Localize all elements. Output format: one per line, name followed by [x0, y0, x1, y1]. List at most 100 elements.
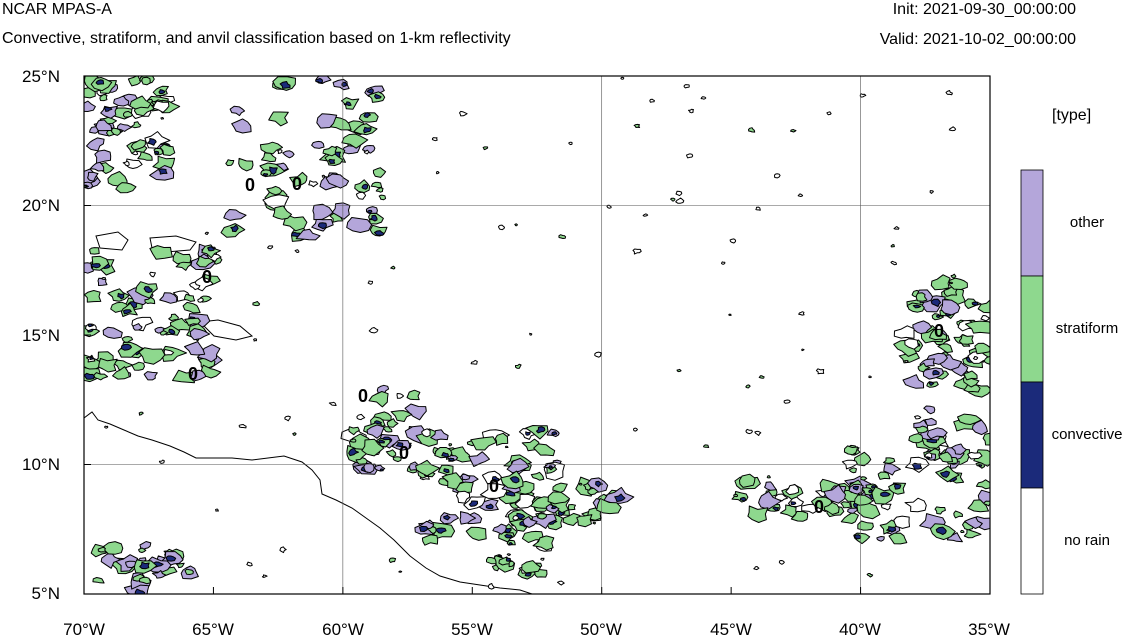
precip-cell: [506, 457, 530, 474]
precip-cell: [87, 171, 99, 182]
contour-label: 0: [292, 174, 302, 194]
precip-cell: [455, 490, 471, 504]
precip-cell: [282, 214, 308, 232]
precip-cell: [382, 426, 393, 433]
precip-cell: [361, 183, 369, 190]
precip-cell: [366, 424, 385, 439]
precip-cell: [229, 105, 246, 117]
precip-cell: [94, 149, 112, 164]
precip-cell: [95, 79, 105, 85]
precip-cells: [84, 76, 990, 594]
precip-cell: [459, 110, 468, 117]
precip-cell: [620, 76, 625, 80]
precip-cell: [231, 118, 252, 134]
precip-cell: [115, 182, 137, 194]
precip-cell: [498, 554, 502, 558]
precip-cell: [562, 512, 582, 526]
precip-cell: [551, 505, 557, 510]
precip-cell: [521, 560, 541, 574]
precip-cell: [764, 481, 777, 491]
precip-cell: [935, 314, 941, 318]
precip-cell: [529, 332, 533, 336]
precip-cell: [154, 150, 160, 155]
precip-cell: [547, 465, 554, 469]
precip-cell: [348, 447, 360, 457]
precip-cell: [282, 150, 295, 159]
legend-label-stratiform: stratiform: [1055, 320, 1119, 337]
precip-cell: [928, 381, 935, 386]
precip-cell: [504, 445, 509, 449]
precip-cell: [914, 415, 922, 420]
precip-cell: [84, 100, 96, 112]
precip-cell: [758, 375, 765, 379]
precip-cell: [975, 479, 990, 490]
precip-cell: [168, 328, 176, 335]
legend-title: [type]: [1052, 107, 1092, 124]
precip-cell: [904, 497, 927, 513]
precip-cell: [688, 108, 694, 114]
precip-cell: [675, 190, 683, 197]
precip-cell: [801, 348, 805, 352]
precip-cell: [169, 317, 193, 331]
precip-cell: [852, 485, 859, 491]
precip-cell: [252, 301, 261, 307]
precip-cell: [435, 171, 440, 175]
precip-cell: [487, 583, 495, 590]
precip-cell: [201, 244, 221, 259]
precip-cell: [147, 138, 157, 146]
precip-cell: [238, 157, 254, 172]
precip-cell: [974, 342, 990, 355]
precip-cell: [866, 573, 874, 578]
precip-cell: [102, 326, 123, 339]
precip-cell: [530, 471, 545, 481]
precip-cell: [378, 439, 385, 444]
precip-cell: [419, 525, 429, 532]
precip-cell: [143, 371, 158, 381]
precip-cell: [728, 313, 732, 316]
precip-cell: [375, 187, 384, 193]
precip-cell: [197, 297, 204, 303]
precip-cell: [215, 508, 219, 512]
precip-cell: [614, 493, 626, 502]
precip-cell: [448, 457, 455, 462]
precip-cell: [633, 123, 641, 128]
precip-cell: [492, 523, 507, 535]
precip-cell: [509, 476, 520, 484]
precip-cell: [388, 557, 397, 563]
precip-cell: [508, 542, 513, 546]
precip-cell: [547, 491, 571, 505]
precip-cell: [104, 425, 109, 429]
precip-cell: [485, 503, 494, 510]
precip-cell: [963, 370, 978, 381]
precip-cell: [84, 184, 88, 189]
precip-cell: [362, 145, 376, 154]
precip-cell: [883, 462, 901, 476]
precip-cell: [262, 173, 269, 177]
precip-cell: [355, 191, 367, 200]
precip-cell: [279, 546, 287, 554]
precip-cell: [868, 489, 873, 494]
precip-cell: [176, 562, 185, 569]
contour-label: 0: [188, 364, 198, 384]
legend-label-convective: convective: [1051, 426, 1123, 443]
precip-cell: [890, 260, 897, 266]
precip-cell: [532, 535, 555, 551]
precip-cell: [482, 146, 489, 151]
precip-cell: [514, 223, 518, 227]
lon-tick-label: 45°W: [710, 620, 752, 639]
precip-cell: [189, 328, 211, 341]
precip-cell: [421, 428, 431, 438]
precip-cell: [331, 202, 351, 220]
lon-tick-label: 35°W: [968, 620, 1010, 639]
precip-cell: [168, 313, 179, 322]
precip-cell: [983, 355, 990, 365]
precip-cell: [633, 427, 638, 432]
precip-cell: [172, 251, 192, 265]
precip-cell: [268, 111, 289, 127]
precip-cell: [355, 457, 368, 465]
precip-cell: [893, 226, 900, 230]
precip-cell: [515, 363, 522, 369]
precip-cell: [93, 372, 109, 381]
precip-cell: [536, 426, 546, 434]
precip-cell: [149, 245, 173, 260]
